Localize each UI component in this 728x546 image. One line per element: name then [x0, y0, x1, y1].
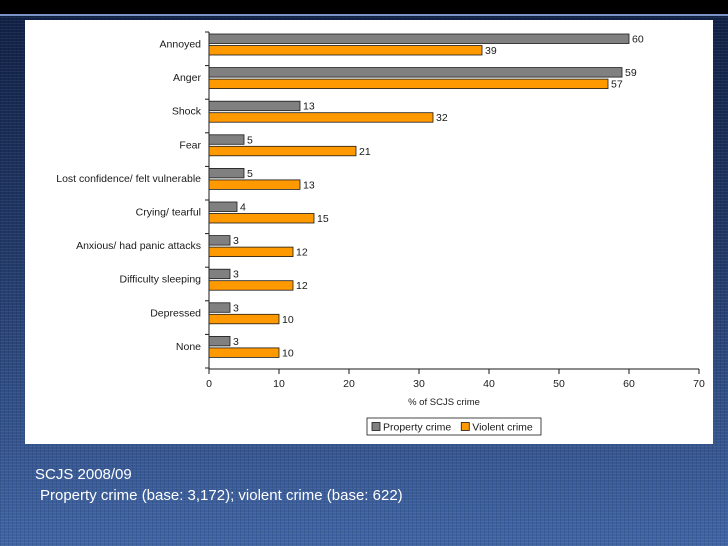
data-label-violent-crime-difficulty-sleeping: 12	[296, 280, 308, 292]
data-label-property-crime-fear: 5	[247, 134, 253, 146]
category-label-annoyed: Annoyed	[160, 39, 202, 51]
bar-property-crime-shock	[208, 100, 301, 112]
data-label-property-crime-depressed: 3	[233, 302, 239, 314]
category-label-none: None	[176, 341, 201, 353]
data-label-property-crime-lost-confidence-felt-vulnerable: 5	[247, 168, 253, 180]
category-label-difficulty-sleeping: Difficulty sleeping	[119, 274, 201, 286]
data-label-property-crime-anger: 59	[625, 67, 637, 79]
x-tick-label: 70	[693, 378, 705, 390]
data-label-property-crime-annoyed: 60	[632, 34, 644, 46]
base-note: Property crime (base: 3,172); violent cr…	[40, 487, 403, 504]
bar-chart: 0 10 20 30 40 50 60 70 % of SCJS crime Annoyed 60 3…	[56, 31, 705, 436]
category-label-crying-tearful: Crying/ tearful	[136, 207, 201, 219]
bar-property-crime-crying-tearful	[208, 201, 238, 212]
top-bar	[0, 0, 728, 16]
data-label-property-crime-shock: 13	[303, 101, 315, 113]
bar-violent-crime-annoyed	[208, 45, 483, 56]
bar-property-crime-depressed	[208, 302, 231, 313]
data-label-property-crime-crying-tearful: 4	[240, 202, 246, 214]
legend-swatch-violent-crime	[460, 422, 470, 431]
data-label-property-crime-anxious-had-panic-attacks: 3	[233, 235, 239, 247]
data-label-violent-crime-shock: 32	[436, 112, 448, 124]
legend-label-property-crime: Property crime	[383, 422, 451, 434]
legend-label-violent-crime: Violent crime	[472, 422, 533, 434]
bar-property-crime-difficulty-sleeping	[208, 268, 231, 280]
bar-violent-crime-fear	[208, 145, 357, 157]
bar-property-crime-none	[208, 335, 231, 347]
bar-violent-crime-lost-confidence-felt-vulnerable	[208, 179, 301, 190]
data-label-violent-crime-anger: 57	[611, 79, 623, 91]
bar-property-crime-anxious-had-panic-attacks	[208, 235, 231, 246]
bar-property-crime-annoyed	[208, 33, 630, 44]
data-label-property-crime-difficulty-sleeping: 3	[233, 269, 239, 281]
data-label-violent-crime-anxious-had-panic-attacks: 12	[296, 247, 308, 259]
bar-violent-crime-crying-tearful	[208, 213, 315, 224]
data-label-violent-crime-none: 10	[282, 347, 294, 359]
bar-property-crime-lost-confidence-felt-vulnerable	[208, 167, 245, 179]
bar-violent-crime-difficulty-sleeping	[208, 280, 294, 291]
category-label-shock: Shock	[172, 106, 202, 118]
x-tick-label: 50	[553, 378, 565, 390]
x-tick-label: 0	[206, 378, 212, 390]
data-label-violent-crime-depressed: 10	[282, 314, 294, 326]
legend-box	[366, 417, 542, 436]
bar-violent-crime-depressed	[208, 313, 280, 325]
x-tick-label: 10	[273, 378, 285, 390]
category-label-fear: Fear	[179, 139, 201, 151]
footer: SCJS 2008/09 Property crime (base: 3,172…	[35, 464, 403, 506]
data-label-property-crime-none: 3	[233, 336, 239, 348]
x-axis-title: % of SCJS crime	[408, 397, 480, 408]
bar-violent-crime-anger	[208, 78, 609, 89]
bar-property-crime-fear	[208, 134, 245, 145]
data-label-violent-crime-annoyed: 39	[485, 45, 497, 57]
chart-panel: 0 10 20 30 40 50 60 70 % of SCJS crime Annoyed 60 3…	[25, 20, 713, 444]
category-label-anxious-had-panic-attacks: Anxious/ had panic attacks	[76, 240, 201, 252]
x-tick-label: 30	[413, 378, 425, 390]
bar-violent-crime-none	[208, 347, 280, 358]
data-label-violent-crime-crying-tearful: 15	[317, 213, 329, 225]
x-tick-label: 40	[483, 378, 495, 390]
bar-violent-crime-shock	[208, 112, 434, 123]
bar-property-crime-anger	[208, 67, 623, 78]
category-label-depressed: Depressed	[150, 307, 201, 319]
x-tick-label: 20	[343, 378, 355, 390]
category-label-lost-confidence-felt-vulnerable: Lost confidence/ felt vulnerable	[56, 173, 201, 185]
data-label-violent-crime-lost-confidence-felt-vulnerable: 13	[303, 179, 315, 191]
x-tick-label: 60	[623, 378, 635, 390]
legend-swatch-property-crime	[371, 422, 381, 431]
data-label-violent-crime-fear: 21	[359, 146, 371, 158]
category-label-anger: Anger	[173, 72, 202, 84]
bar-violent-crime-anxious-had-panic-attacks	[208, 246, 294, 258]
survey-name: SCJS 2008/09	[35, 466, 132, 483]
